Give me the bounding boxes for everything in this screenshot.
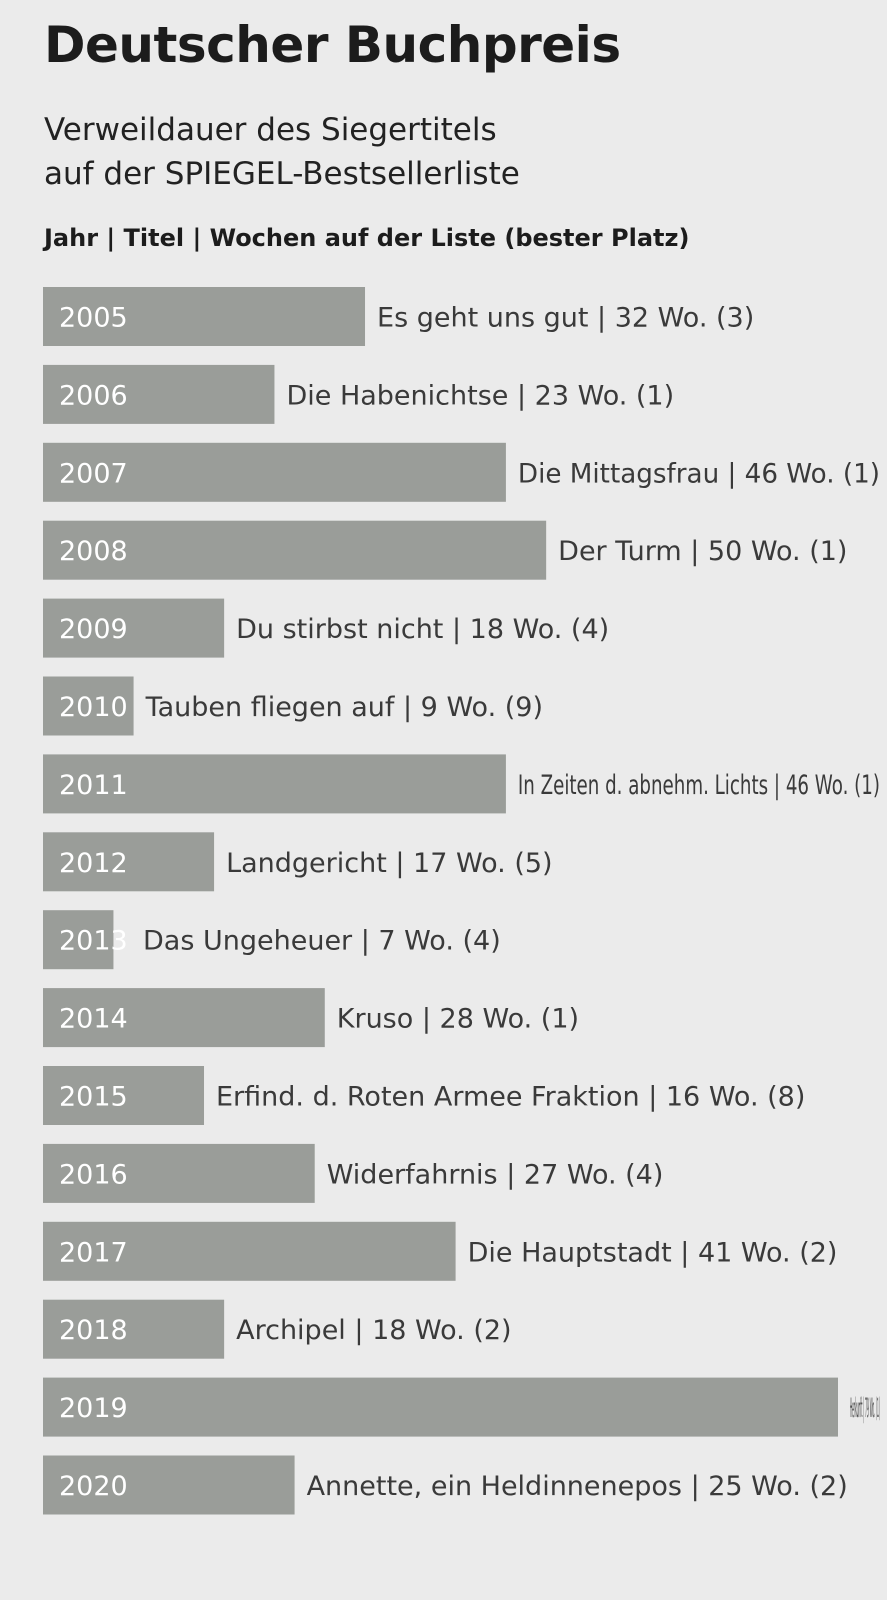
bar-2011	[43, 754, 506, 814]
bar-2020	[43, 1455, 295, 1515]
year-label-2020: 2020	[59, 1471, 128, 1502]
bar-row-2020: 2020 Annette, ein Heldinnenepos | 25 Wo. …	[43, 1455, 848, 1515]
bar-row-2016: 2016 Widerfahrnis | 27 Wo. (4)	[43, 1143, 664, 1203]
bar-row-2007: 2007 Die Mittagsfrau | 46 Wo. (1)	[43, 442, 880, 502]
value-label-2017: Die Hauptstadt | 41 Wo. (2)	[468, 1237, 838, 1268]
year-label-2006: 2006	[59, 380, 128, 411]
value-label-2006: Die Habenichtse | 23 Wo. (1)	[286, 380, 674, 411]
bar-2014	[43, 988, 325, 1048]
year-label-2007: 2007	[59, 458, 128, 489]
value-label-2016: Widerfahrnis | 27 Wo. (4)	[327, 1159, 664, 1190]
bar-2012	[43, 832, 215, 892]
bar-2005	[43, 287, 366, 346]
value-label-2008: Der Turm | 50 Wo. (1)	[558, 536, 847, 567]
bar-2017	[43, 1221, 456, 1281]
value-label-2007: Die Mittagsfrau | 46 Wo. (1)	[518, 458, 880, 489]
value-label-2018: Archipel | 18 Wo. (2)	[236, 1315, 511, 1346]
bar-2007	[43, 442, 506, 502]
year-label-2014: 2014	[59, 1004, 128, 1035]
year-label-2017: 2017	[59, 1237, 128, 1268]
year-label-2018: 2018	[59, 1315, 128, 1346]
bar-row-2019: 2019 Herkunft | 79 Wo. (1)	[43, 1377, 880, 1437]
year-label-2005: 2005	[59, 303, 128, 334]
bar-row-2010: 2010 Tauben fliegen auf | 9 Wo. (9)	[43, 676, 543, 736]
bar-2015	[43, 1066, 205, 1125]
bar-row-2014: 2014 Kruso | 28 Wo. (1)	[43, 988, 579, 1048]
subtitle-line-1: Verweildauer des Siegertitels	[44, 112, 497, 148]
year-label-2010: 2010	[59, 692, 128, 723]
bar-row-2018: 2018 Archipel | 18 Wo. (2)	[43, 1299, 512, 1359]
year-label-2009: 2009	[59, 614, 128, 645]
year-label-2016: 2016	[59, 1159, 128, 1190]
value-label-2012: Landgericht | 17 Wo. (5)	[226, 848, 553, 879]
year-label-2019: 2019	[59, 1393, 128, 1424]
bar-row-2008: 2008 Der Turm | 50 Wo. (1)	[43, 520, 847, 580]
bar-row-2005: 2005 Es geht uns gut | 32 Wo. (3)	[43, 287, 754, 346]
value-label-2019: Herkunft | 79 Wo. (1)	[850, 1393, 880, 1424]
year-label-2015: 2015	[59, 1082, 128, 1113]
bar-2010	[43, 676, 134, 736]
year-label-2008: 2008	[59, 536, 128, 567]
year-label-2013: 2013	[59, 926, 128, 957]
bar-2009	[43, 598, 225, 658]
bar-2013	[43, 910, 114, 970]
bar-2018	[43, 1299, 225, 1359]
bar-row-2009: 2009 Du stirbst nicht | 18 Wo. (4)	[43, 598, 609, 658]
value-label-2010: Tauben fliegen auf | 9 Wo. (9)	[145, 692, 543, 723]
value-label-2005: Es geht uns gut | 32 Wo. (3)	[377, 303, 754, 334]
value-label-2020: Annette, ein Heldinnenepos | 25 Wo. (2)	[307, 1471, 848, 1502]
bar-2008	[43, 520, 547, 580]
bar-row-2006: 2006 Die Habenichtse | 23 Wo. (1)	[43, 364, 674, 424]
subtitle-line-2: auf der SPIEGEL-Bestsellerliste	[44, 156, 520, 192]
value-label-2009: Du stirbst nicht | 18 Wo. (4)	[236, 614, 609, 645]
value-label-2015: Erfind. d. Roten Armee Fraktion | 16 Wo.…	[216, 1082, 805, 1113]
bar-row-2015: 2015 Erfind. d. Roten Armee Fraktion | 16…	[43, 1066, 805, 1125]
bar-2016	[43, 1143, 315, 1203]
bar-2006	[43, 364, 275, 424]
year-label-2011: 2011	[59, 770, 128, 801]
bar-row-2017: 2017 Die Hauptstadt | 41 Wo. (2)	[43, 1221, 838, 1281]
value-label-2013: Das Ungeheuer | 7 Wo. (4)	[143, 926, 501, 957]
column-header: Jahr | Titel | Wochen auf der Liste (bes…	[44, 224, 690, 252]
bar-2019	[43, 1377, 838, 1437]
year-label-2012: 2012	[59, 848, 128, 879]
bar-row-2013: 2013 Das Ungeheuer | 7 Wo. (4)	[43, 910, 501, 970]
chart-title: Deutscher Buchpreis	[44, 16, 621, 74]
value-label-2011: In Zeiten d. abnehm. Lichts | 46 Wo. (1)	[518, 770, 880, 801]
chart-subtitle: Verweildauer des Siegertitels auf der SP…	[44, 108, 520, 196]
value-label-2014: Kruso | 28 Wo. (1)	[337, 1004, 579, 1035]
bar-row-2012: 2012 Landgericht | 17 Wo. (5)	[43, 832, 553, 892]
bar-row-2011: 2011 In Zeiten d. abnehm. Lichts | 46 Wo.…	[43, 754, 880, 814]
